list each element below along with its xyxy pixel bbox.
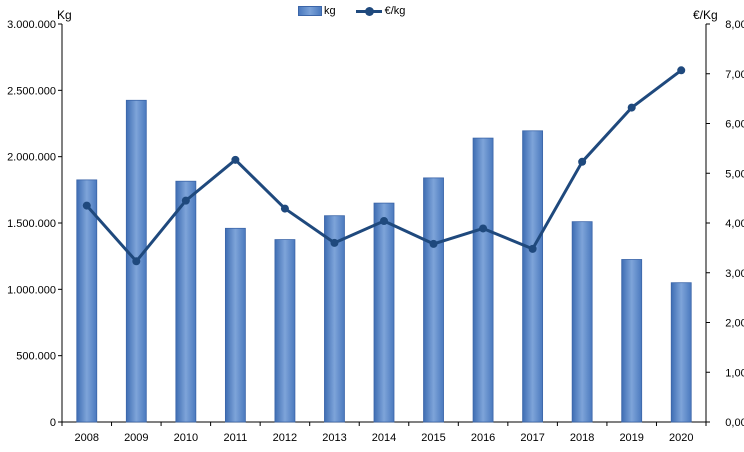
- legend-label-eur-kg: €/kg: [384, 5, 406, 17]
- bar: [621, 259, 643, 423]
- bar: [472, 137, 494, 423]
- x-tick-label: 2017: [520, 432, 544, 444]
- line-point: [181, 196, 190, 205]
- y-axis-label-right: €/Kg: [693, 8, 718, 22]
- y-tick-label-right: 7,00: [725, 69, 744, 81]
- y-tick-label-left: 2.000.000: [7, 152, 56, 164]
- line-series: [82, 66, 686, 266]
- line-point: [578, 157, 587, 166]
- line-point: [627, 103, 636, 112]
- x-tick-label: 2016: [471, 432, 495, 444]
- line-point: [132, 257, 141, 266]
- y-tick-label-left: 0: [50, 417, 56, 429]
- y-tick-label-left: 1.500.000: [7, 218, 56, 230]
- bar: [423, 177, 444, 423]
- y-tick-label-right: 8,00: [725, 19, 744, 31]
- line-point: [528, 244, 537, 253]
- y-tick-label-right: 5,00: [725, 168, 744, 180]
- y-tick-label-right: 1,00: [725, 367, 744, 379]
- bar: [175, 180, 197, 423]
- x-tick-label: 2015: [421, 432, 445, 444]
- x-tick-label: 2013: [322, 432, 346, 444]
- line-point: [429, 239, 438, 248]
- x-tick-label: 2011: [224, 432, 248, 444]
- bar: [324, 215, 345, 423]
- bar: [670, 282, 692, 423]
- x-tick-label: 2012: [273, 432, 297, 444]
- y-tick-label-right: 4,00: [725, 218, 744, 230]
- bar: [76, 179, 98, 423]
- bar: [373, 202, 395, 423]
- line-point: [82, 201, 91, 210]
- bar: [274, 239, 296, 423]
- x-tick-label: 2009: [124, 432, 148, 444]
- bar: [224, 227, 246, 423]
- x-tick-label: 2008: [75, 432, 99, 444]
- x-tick-label: 2018: [570, 432, 594, 444]
- y-tick-label-left: 500.000: [16, 351, 56, 363]
- line-point: [330, 238, 339, 247]
- y-tick-label-left: 1.000.000: [7, 284, 56, 296]
- y-tick-label-left: 3.000.000: [7, 19, 56, 31]
- legend-item-eur-kg: €/kg: [355, 5, 406, 17]
- tick-labels: 0 500.000 1.000.000 1.500.000 2.000.000 2.500…: [7, 19, 744, 444]
- x-tick-label: 2019: [619, 432, 643, 444]
- bar: [571, 221, 593, 423]
- line-point: [479, 224, 488, 233]
- y-tick-label-right: 3,00: [725, 268, 744, 280]
- legend-item-kg: kg: [298, 5, 336, 17]
- legend-bar-swatch: [298, 6, 322, 16]
- bar-series: [76, 99, 692, 423]
- line-point: [280, 204, 289, 213]
- y-tick-label-right: 6,00: [725, 119, 744, 131]
- x-tick-label: 2014: [372, 432, 396, 444]
- legend: kg €/kg: [298, 5, 425, 17]
- line-point: [231, 155, 240, 164]
- y-axis-label-left: Kg: [57, 8, 72, 22]
- x-tick-label: 2010: [174, 432, 198, 444]
- y-tick-label-left: 2.500.000: [7, 85, 56, 97]
- x-tick-label: 2020: [669, 432, 693, 444]
- legend-label-kg: kg: [324, 5, 336, 17]
- line-point: [677, 66, 686, 75]
- y-tick-label-right: 2,00: [725, 318, 744, 330]
- line-point: [380, 217, 388, 226]
- y-tick-label-right: 0,00: [725, 417, 744, 429]
- legend-line-swatch: [355, 6, 382, 16]
- bar: [522, 130, 544, 423]
